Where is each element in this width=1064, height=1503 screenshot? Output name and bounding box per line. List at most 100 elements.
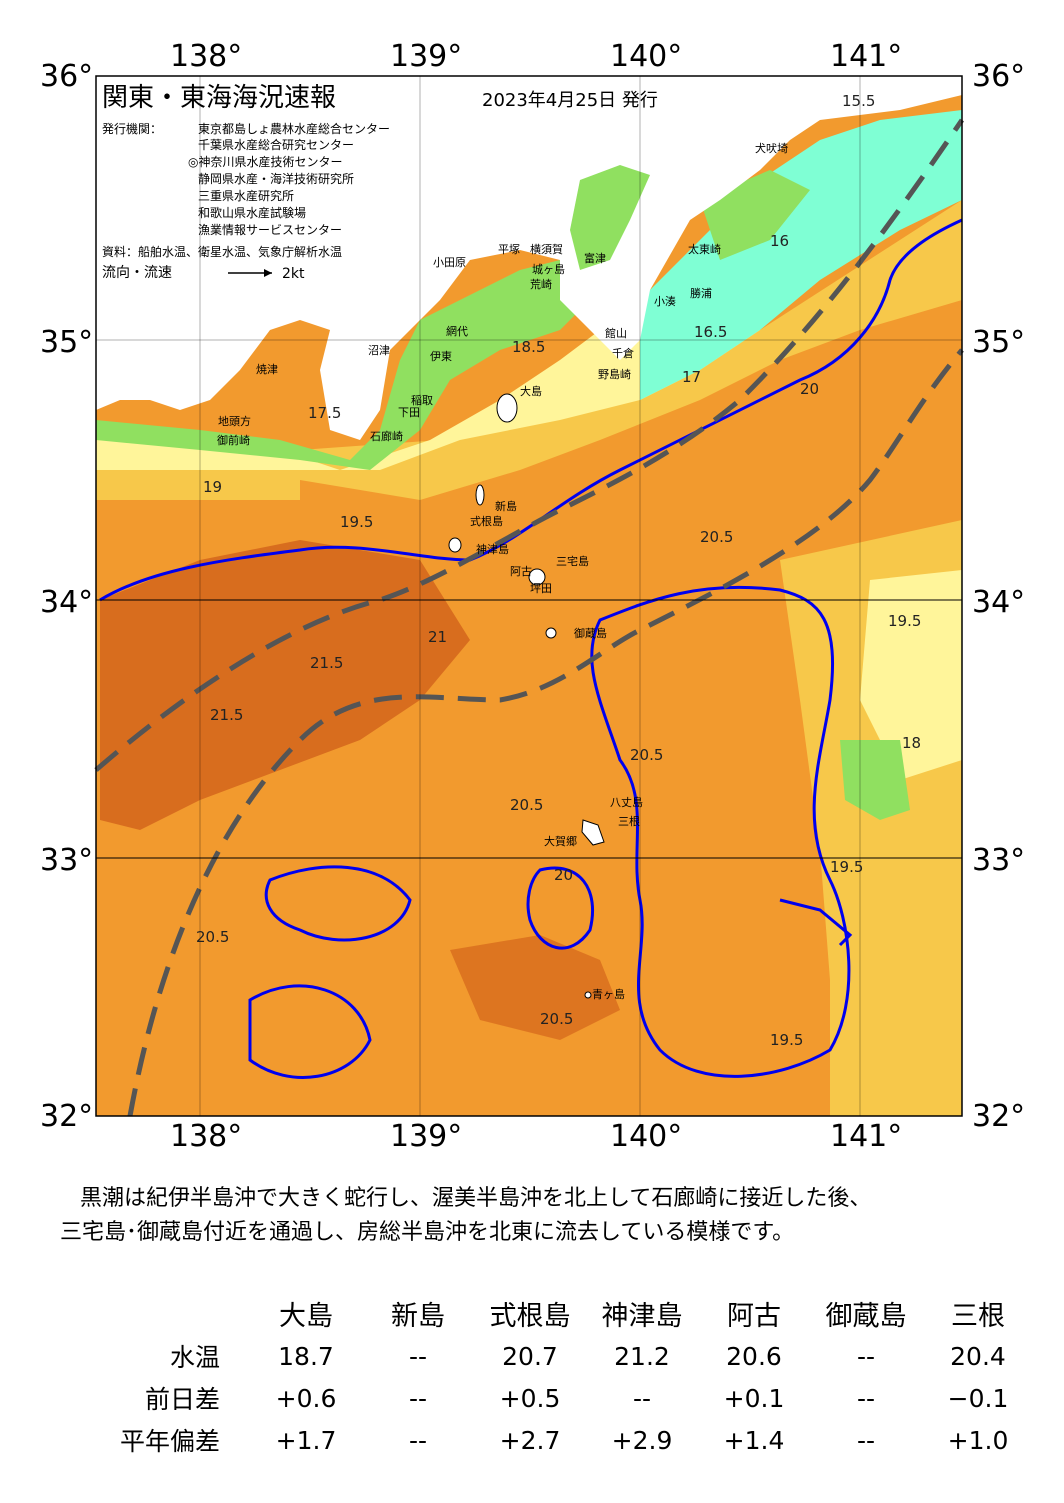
lon-labels-bottom: 138° 139° 140° 141° — [170, 1119, 902, 1154]
row-header: 水温 — [169, 1343, 220, 1372]
lat-label-34-right: 34° — [972, 585, 1025, 620]
table-cell: -- — [856, 1425, 876, 1455]
place-name: 坪田 — [530, 582, 552, 595]
column-header: 御蔵島 — [825, 1301, 907, 1332]
place-name: 三根 — [618, 814, 640, 828]
place-name: 青ヶ島 — [592, 987, 625, 1001]
lat-label-32-right: 32° — [972, 1099, 1025, 1134]
isotherm-label: 20 — [800, 380, 819, 398]
lon-label-141-top: 141° — [830, 39, 902, 74]
table-cell: 21.2 — [614, 1341, 670, 1371]
isotherm-label: 19 — [203, 478, 222, 496]
place-name: 荒崎 — [530, 277, 552, 291]
aogashima-island — [584, 991, 592, 999]
graticule — [96, 76, 962, 1116]
place-name: 野島崎 — [598, 367, 631, 381]
isotherm-label: 20.5 — [510, 796, 543, 814]
table-cell: +1.0 — [947, 1425, 1009, 1455]
current-legend-label: 流向・流速 — [102, 265, 172, 281]
place-name: 式根島 — [470, 514, 503, 528]
place-name: 勝浦 — [690, 286, 712, 300]
table-cell: 18.7 — [278, 1341, 334, 1371]
place-name: 横須賀 — [530, 242, 563, 256]
isotherm-label: 19.5 — [770, 1031, 803, 1049]
isotherm-20-eddy-sw — [248, 984, 372, 1079]
place-name: 伊東 — [430, 350, 452, 363]
lon-label-138-top: 138° — [170, 39, 242, 74]
lat-label-36-right: 36° — [972, 59, 1025, 94]
table-row: 前日差 +0.6 -- +0.5 -- +0.1 -- −0.1 — [80, 1377, 1034, 1419]
place-name: 小湊 — [654, 294, 676, 308]
place-name: 富津 — [584, 251, 606, 265]
place-name: 御蔵島 — [574, 626, 607, 640]
column-header: 新島 — [391, 1301, 445, 1332]
place-names: 大島 新島 式根島 神津島 三宅島 御蔵島 八丈島 三根 大賀郷 青ヶ島 犬吠埼… — [217, 141, 788, 1001]
lon-label-139-top: 139° — [390, 39, 462, 74]
lon-label-141-bottom: 141° — [830, 1119, 902, 1154]
water-17-18-suruga — [96, 260, 590, 470]
isotherm-labels: 15.5 16 16.5 17 17.5 18 18.5 19 19.5 20 … — [196, 92, 921, 1049]
lat-labels-left: 36° 35° 34° 33° 32° — [40, 59, 93, 1134]
column-header: 神津島 — [601, 1301, 683, 1332]
place-name: 大島 — [520, 384, 542, 398]
lat-label-34-left: 34° — [40, 585, 93, 620]
table-cell: 20.7 — [502, 1341, 558, 1371]
isotherm-20-fragment — [779, 898, 853, 947]
isotherm-label: 19.5 — [830, 858, 863, 876]
place-name: 御前崎 — [217, 433, 250, 447]
lat-label-33-right: 33° — [972, 843, 1025, 878]
issuers-label: 発行機関： — [102, 121, 162, 136]
map-title: 関東・東海海況速報 — [102, 83, 336, 113]
isotherm-label: 20.5 — [196, 928, 229, 946]
place-name: 網代 — [446, 324, 468, 338]
issuer: 三重県水産研究所 — [198, 188, 294, 203]
lat-label-35-left: 35° — [40, 325, 93, 360]
isotherm-label: 21.5 — [210, 706, 243, 724]
issuer: 漁業情報サービスセンター — [198, 223, 342, 237]
lon-label-138-bottom: 138° — [170, 1119, 242, 1154]
map-frame — [95, 75, 963, 1117]
place-name: 平塚 — [498, 243, 520, 256]
table-cell: -- — [856, 1341, 876, 1371]
table-row: 平年偏差 +1.7 -- +2.7 +2.9 +1.4 -- +1.0 — [80, 1419, 1034, 1461]
lat-label-32-left: 32° — [40, 1099, 93, 1134]
table-cell: 20.6 — [726, 1341, 782, 1371]
data-sources: 資料：船舶水温、衛星水温、気象庁解析水温 — [102, 244, 342, 259]
column-header: 三根 — [951, 1301, 1005, 1332]
isotherm-label: 19.5 — [888, 612, 921, 630]
place-name: 八丈島 — [610, 795, 643, 809]
place-name: 石廊崎 — [370, 429, 403, 443]
kuroshio-axis-south — [127, 348, 964, 1117]
current-legend-speed: 2kt — [282, 266, 305, 282]
water-17-18-eddy — [840, 740, 910, 820]
isotherm-20-eddy-south — [526, 866, 595, 950]
lat-label-35-right: 35° — [972, 325, 1025, 360]
isotherm-label: 20.5 — [630, 746, 663, 764]
issuers-list: 東京都島しょ農林水産総合センター 千葉県水産総合研究センター ◎神奈川県水産技術… — [188, 121, 390, 237]
place-name: 大賀郷 — [544, 834, 577, 848]
isotherm-20-north — [99, 218, 963, 602]
place-name: 小田原 — [433, 256, 466, 269]
hachijojima-island — [581, 819, 605, 846]
issuer: ◎神奈川県水産技術センター — [188, 154, 342, 169]
table-cell: +0.1 — [723, 1383, 785, 1413]
table-header-row: 大島 新島 式根島 神津島 阿古 御蔵島 三根 — [80, 1292, 1034, 1335]
issuer: 和歌山県水産試験場 — [198, 205, 306, 220]
table-cell: -- — [408, 1341, 428, 1371]
mikurajima-island — [545, 627, 557, 639]
table-cell: -- — [632, 1383, 652, 1413]
place-name: 神津島 — [476, 542, 509, 556]
situation-summary: 黒潮は紀伊半島沖で大きく蛇行し、渥美半島沖を北上して石廊崎に接近した後、 三宅島… — [60, 1182, 1020, 1250]
table-cell: +2.9 — [611, 1425, 673, 1455]
water-15-17-boso — [640, 110, 962, 400]
arrow-head-icon — [264, 269, 272, 277]
table-cell: -- — [408, 1383, 428, 1413]
isotherm-label: 21 — [428, 628, 447, 646]
lon-label-140-top: 140° — [610, 39, 682, 74]
isotherm-label: 20 — [554, 866, 573, 884]
isotherm-label: 21.5 — [310, 654, 343, 672]
isotherm-label: 16 — [770, 232, 789, 250]
place-name: 犬吠埼 — [755, 141, 788, 155]
kozushima-island — [448, 537, 462, 553]
lon-label-140-bottom: 140° — [610, 1119, 682, 1154]
